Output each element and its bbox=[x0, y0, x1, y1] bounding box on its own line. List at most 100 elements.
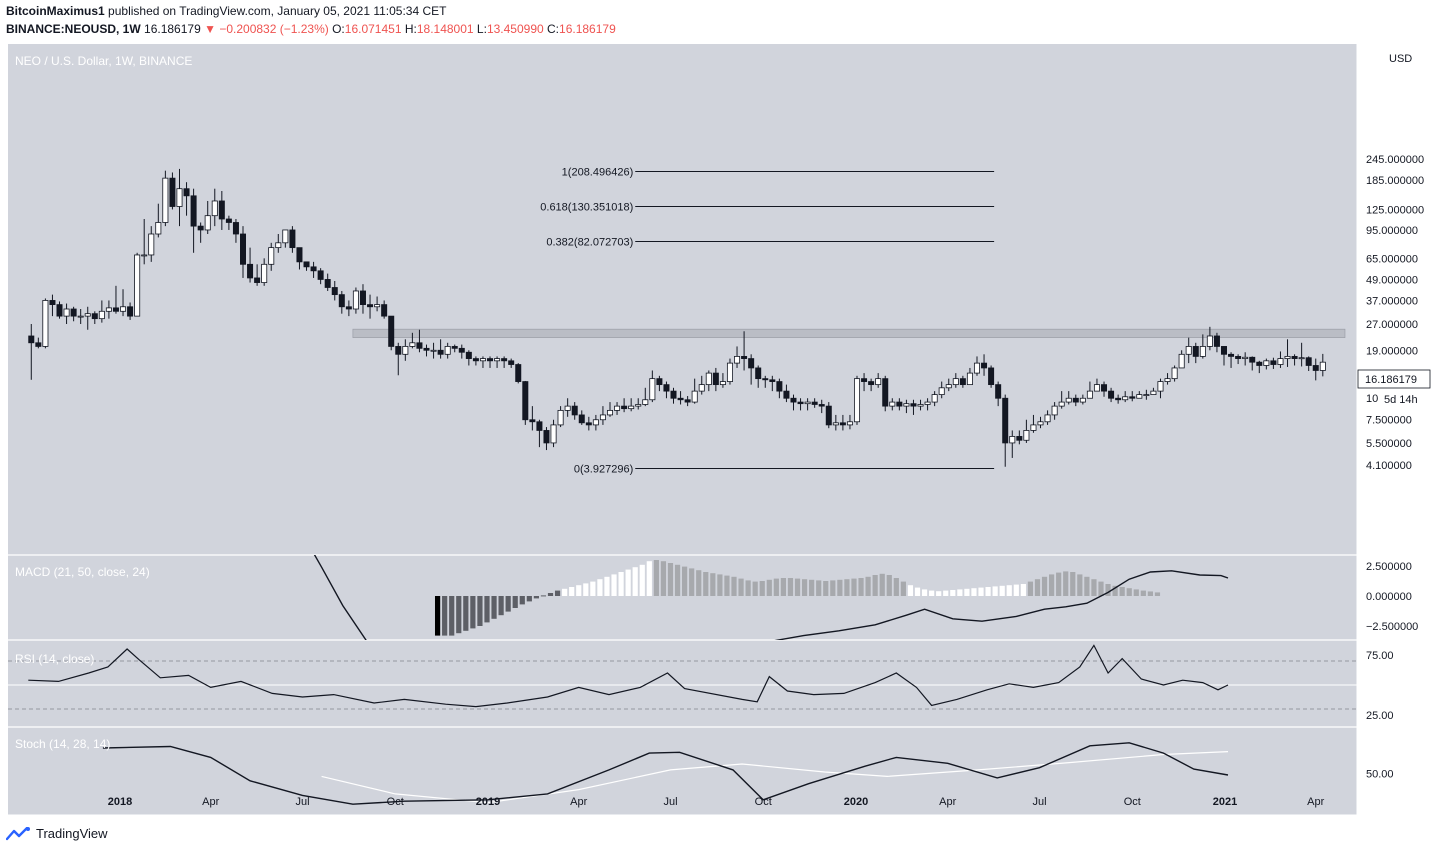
candle-body bbox=[1192, 346, 1199, 357]
macd-histogram-bar bbox=[519, 596, 525, 605]
macd-histogram-bar bbox=[1084, 576, 1090, 596]
last-price-label: 16.186179 bbox=[1365, 374, 1417, 386]
candle-body bbox=[1129, 396, 1136, 399]
candle-body bbox=[875, 378, 882, 386]
candle-body bbox=[1319, 361, 1326, 371]
candle-body bbox=[952, 378, 959, 386]
candle-body bbox=[762, 378, 769, 381]
price-tick-label: 125.000000 bbox=[1366, 204, 1424, 216]
candle-body bbox=[494, 358, 501, 362]
candle-body bbox=[42, 300, 49, 347]
last-price-text: 16.186179 bbox=[144, 22, 201, 36]
author-name[interactable]: BitcoinMaximus1 bbox=[6, 4, 105, 18]
macd-histogram-bar bbox=[816, 580, 822, 596]
macd-histogram-bar bbox=[943, 590, 949, 596]
candle-body bbox=[832, 422, 839, 426]
rsi-tick-label: 25.00 bbox=[1366, 710, 1394, 722]
candle-body bbox=[557, 409, 564, 426]
time-tick-label: Jul bbox=[1032, 796, 1046, 808]
macd-histogram-bar bbox=[491, 596, 497, 619]
macd-histogram-bar bbox=[463, 596, 469, 631]
candle-body bbox=[797, 401, 804, 405]
candle-body bbox=[310, 266, 317, 272]
macd-histogram-bar bbox=[886, 575, 892, 596]
candle-body bbox=[317, 270, 324, 280]
macd-histogram-bar bbox=[1112, 585, 1118, 596]
candle-body bbox=[162, 177, 169, 223]
price-change: −0.200832 (−1.23%) bbox=[219, 22, 329, 36]
candle-body bbox=[28, 335, 35, 344]
macd-histogram-bar bbox=[1013, 584, 1019, 596]
candle-body bbox=[1199, 346, 1206, 357]
candle-body bbox=[1065, 397, 1072, 403]
macd-histogram-bar bbox=[562, 588, 568, 596]
candle-body bbox=[621, 405, 628, 410]
fib-level-label: 0(3.927296) bbox=[574, 464, 633, 476]
macd-histogram-bar bbox=[844, 579, 850, 596]
candle-body bbox=[1051, 405, 1058, 416]
publish-info: BitcoinMaximus1 published on TradingView… bbox=[6, 4, 447, 18]
candle-body bbox=[705, 372, 712, 386]
price-tick-label: 185.000000 bbox=[1366, 175, 1424, 187]
fib-level-label: 0.618(130.351018) bbox=[540, 202, 633, 214]
macd-histogram-bar bbox=[830, 580, 836, 596]
price-tick-label: 245.000000 bbox=[1366, 154, 1424, 166]
candle-body bbox=[1242, 356, 1249, 359]
time-tick-label: Apr bbox=[1307, 796, 1324, 808]
macd-histogram-bar bbox=[1070, 572, 1076, 596]
macd-histogram-bar bbox=[1147, 591, 1153, 596]
candle-body bbox=[973, 362, 980, 374]
candle-body bbox=[988, 367, 995, 386]
candle-body bbox=[882, 378, 889, 407]
stoch-label: Stoch (14, 28, 14) bbox=[15, 737, 110, 751]
macd-histogram-bar bbox=[1034, 579, 1041, 596]
candle-body bbox=[49, 300, 56, 306]
macd-histogram-bar bbox=[583, 583, 589, 596]
candle-body bbox=[1270, 360, 1277, 365]
close-value: 16.186179 bbox=[559, 22, 616, 36]
candle-body bbox=[1079, 397, 1086, 403]
macd-histogram-bar bbox=[604, 576, 610, 596]
price-tick-label: 65.000000 bbox=[1366, 253, 1418, 265]
macd-histogram-bar bbox=[1027, 581, 1034, 596]
candle-body bbox=[719, 381, 726, 386]
candle-body bbox=[1136, 394, 1143, 399]
macd-histogram-bar bbox=[964, 588, 970, 596]
macd-histogram-bar bbox=[682, 566, 688, 596]
candle-body bbox=[698, 384, 705, 392]
tradingview-logo[interactable]: TradingView bbox=[6, 826, 108, 841]
macd-tick-label: 0.000000 bbox=[1366, 591, 1412, 603]
candle-body bbox=[141, 254, 148, 257]
rsi-panel bbox=[8, 640, 1357, 727]
candle-body bbox=[77, 315, 84, 318]
macd-histogram-bar bbox=[1140, 590, 1146, 596]
candle-body bbox=[395, 346, 402, 355]
macd-histogram-bar bbox=[780, 578, 787, 596]
candle-body bbox=[232, 222, 239, 235]
candle-body bbox=[261, 263, 268, 283]
fib-level-label: 1(208.496426) bbox=[562, 167, 634, 179]
stoch-k-line bbox=[102, 742, 1229, 805]
rsi-tick-label: 75.00 bbox=[1366, 650, 1394, 662]
macd-histogram-bar bbox=[921, 589, 928, 596]
price-tick-label: 49.000000 bbox=[1366, 274, 1418, 286]
candle-body bbox=[437, 349, 444, 355]
macd-histogram-bar bbox=[625, 569, 631, 596]
candle-body bbox=[1228, 353, 1235, 357]
candle-body bbox=[1284, 356, 1291, 359]
candle-body bbox=[599, 414, 606, 421]
candle-body bbox=[1030, 424, 1037, 431]
chart-title: NEO / U.S. Dollar, 1W, BINANCE bbox=[15, 54, 192, 68]
candle-body bbox=[56, 304, 63, 317]
symbol-name[interactable]: BINANCE:NEOUSD, 1W bbox=[6, 22, 141, 36]
candle-body bbox=[938, 387, 945, 395]
candle-body bbox=[359, 290, 366, 306]
macd-histogram-bar bbox=[999, 585, 1005, 596]
macd-histogram-bar bbox=[484, 596, 490, 623]
candle-body bbox=[381, 304, 388, 317]
macd-histogram-bar bbox=[1126, 588, 1132, 596]
candle-body bbox=[465, 351, 472, 359]
macd-histogram-bar bbox=[872, 575, 878, 596]
macd-histogram-bar bbox=[766, 579, 772, 596]
